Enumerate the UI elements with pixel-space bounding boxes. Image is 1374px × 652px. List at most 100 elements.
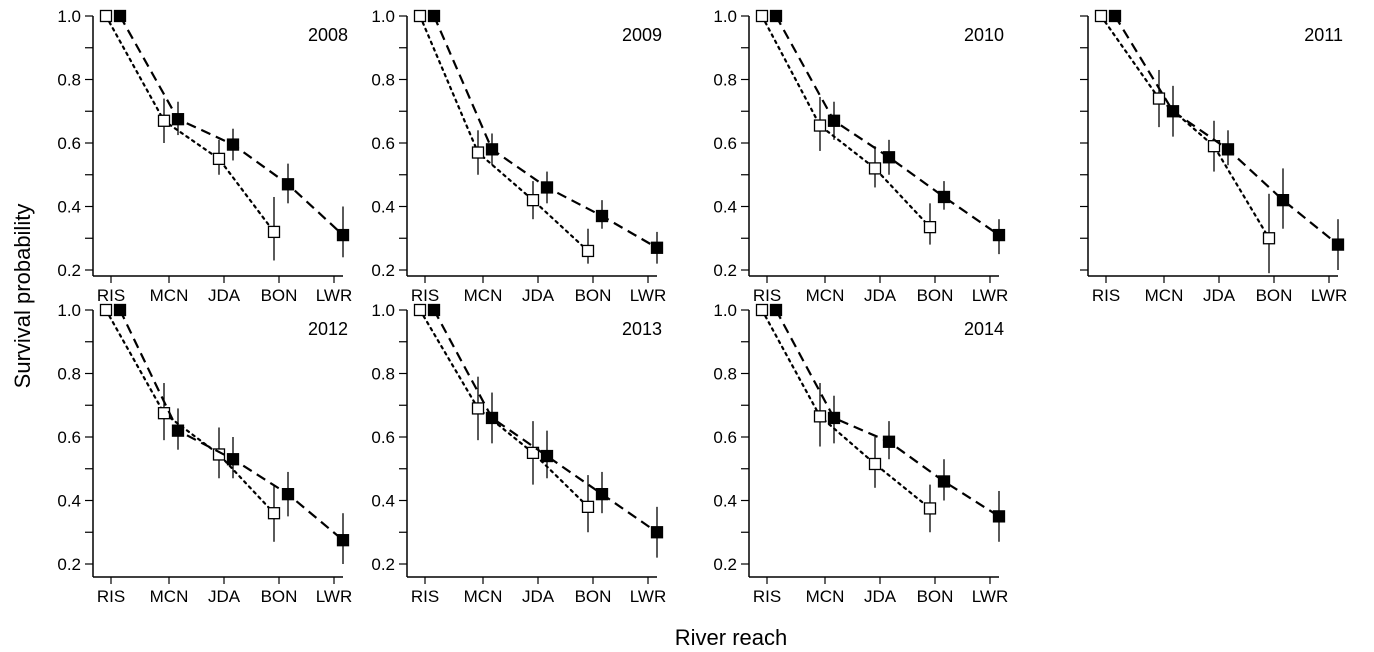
- x-tick-label-ris: RIS: [97, 587, 125, 606]
- x-tick-label-lwr: LWR: [972, 587, 1009, 606]
- filled-square-point: [336, 534, 350, 547]
- filled-series-line: [119, 15, 344, 236]
- y-tick-label: 0.8: [371, 365, 395, 384]
- panel-year-label: 2010: [964, 25, 1004, 45]
- x-tick-label-mcn: MCN: [1145, 286, 1184, 305]
- x-tick-label-lwr: LWR: [316, 286, 353, 305]
- x-tick-label-bon: BON: [261, 286, 298, 305]
- open-square-point: [813, 119, 827, 132]
- y-tick-label: 0.4: [713, 492, 737, 511]
- open-square-point: [526, 193, 540, 207]
- x-tick-label-lwr: LWR: [1311, 286, 1348, 305]
- filled-square-point: [113, 303, 127, 317]
- open-square-point: [267, 507, 281, 520]
- x-tick-label-ris: RIS: [97, 286, 125, 305]
- open-square-point: [923, 502, 937, 515]
- x-tick-label-bon: BON: [917, 286, 954, 305]
- x-tick-label-jda: JDA: [208, 286, 241, 305]
- open-series-line: [760, 14, 932, 229]
- filled-square-point: [113, 9, 127, 23]
- panel-year-label: 2014: [964, 319, 1004, 339]
- open-square-point: [99, 9, 113, 23]
- x-tick-label-lwr: LWR: [972, 286, 1009, 305]
- y-tick-label: 1.0: [371, 7, 395, 26]
- filled-square-point: [769, 303, 783, 317]
- y-tick-label: 0.8: [57, 365, 81, 384]
- y-axis-title: Survival probability: [10, 204, 35, 389]
- filled-square-point: [769, 9, 783, 23]
- filled-square-point: [1331, 238, 1345, 251]
- panels-group: 0.2 0.4 0.6 0.8 1.0 RIS MCN JDA BON LWR 2008 0.2 0.4…: [57, 7, 1347, 606]
- y-tick-label: 0.4: [371, 198, 395, 217]
- filled-square-point: [937, 190, 951, 204]
- x-tick-label-mcn: MCN: [150, 286, 189, 305]
- x-tick-label-bon: BON: [1256, 286, 1293, 305]
- open-series-line: [104, 14, 276, 233]
- filled-series-line: [119, 309, 344, 542]
- x-tick-label-bon: BON: [261, 587, 298, 606]
- y-tick-label: 0.8: [713, 71, 737, 90]
- x-tick-label-jda: JDA: [208, 587, 241, 606]
- y-tick-label: 0.4: [371, 492, 395, 511]
- x-tick-label-jda: JDA: [864, 286, 897, 305]
- open-square-point: [581, 500, 595, 514]
- open-square-point: [755, 9, 769, 23]
- open-square-point: [813, 410, 827, 423]
- x-tick-label-lwr: LWR: [316, 587, 353, 606]
- open-square-point: [923, 220, 937, 234]
- y-tick-label: 1.0: [371, 301, 395, 320]
- panel-year-label: 2011: [1304, 25, 1343, 45]
- y-tick-label: 0.2: [713, 261, 737, 280]
- x-tick-label-mcn: MCN: [150, 587, 189, 606]
- filled-square-point: [650, 526, 664, 539]
- y-tick-label: 0.6: [371, 428, 395, 447]
- open-series-line: [418, 14, 590, 253]
- filled-series-line: [775, 309, 1000, 518]
- open-square-point: [868, 162, 882, 175]
- filled-square-point: [226, 138, 240, 151]
- panel-2008: 0.2 0.4 0.6 0.8 1.0 RIS MCN JDA BON LWR 2008: [57, 7, 352, 305]
- open-square-point: [1094, 9, 1108, 23]
- filled-square-point: [882, 435, 896, 448]
- x-tick-label-ris: RIS: [753, 286, 781, 305]
- panel-year-label: 2009: [622, 25, 662, 45]
- open-square-point: [471, 146, 485, 159]
- y-tick-label: 0.2: [57, 555, 81, 574]
- open-series-line: [760, 308, 932, 510]
- open-square-point: [413, 303, 427, 317]
- open-square-point: [755, 303, 769, 317]
- filled-series-line: [775, 15, 1000, 236]
- filled-square-point: [427, 303, 441, 317]
- filled-square-point: [937, 475, 951, 488]
- x-tick-label-bon: BON: [575, 587, 612, 606]
- x-tick-label-ris: RIS: [411, 286, 439, 305]
- x-tick-label-mcn: MCN: [806, 587, 845, 606]
- open-square-point: [212, 152, 226, 166]
- x-tick-label-mcn: MCN: [464, 286, 503, 305]
- filled-square-point: [226, 453, 240, 466]
- open-series-line: [418, 308, 590, 508]
- x-tick-label-mcn: MCN: [464, 587, 503, 606]
- panel-2013: 0.2 0.4 0.6 0.8 1.0 RIS MCN JDA BON LWR 2013: [371, 301, 666, 606]
- x-tick-label-jda: JDA: [864, 587, 897, 606]
- y-tick-label: 0.2: [57, 261, 81, 280]
- x-tick-label-jda: JDA: [522, 286, 555, 305]
- y-tick-label: 0.6: [57, 134, 81, 153]
- y-tick-label: 0.2: [371, 555, 395, 574]
- open-square-point: [413, 9, 427, 23]
- y-tick-label: 1.0: [57, 7, 81, 26]
- x-tick-label-ris: RIS: [753, 587, 781, 606]
- filled-square-point: [595, 209, 609, 223]
- filled-square-point: [540, 181, 554, 194]
- x-tick-label-jda: JDA: [1203, 286, 1236, 305]
- filled-series-line: [433, 309, 658, 534]
- y-tick-label: 1.0: [713, 7, 737, 26]
- open-square-point: [267, 225, 281, 239]
- filled-square-point: [1276, 193, 1290, 207]
- panel-year-label: 2013: [622, 319, 662, 339]
- filled-square-point: [281, 178, 295, 191]
- panel-2012: 0.2 0.4 0.6 0.8 1.0 RIS MCN JDA BON LWR 2012: [57, 301, 352, 606]
- panel-2009: 0.2 0.4 0.6 0.8 1.0 RIS MCN JDA BON LWR 2009: [371, 7, 666, 305]
- panel-year-label: 2008: [308, 25, 348, 45]
- open-square-point: [212, 448, 226, 461]
